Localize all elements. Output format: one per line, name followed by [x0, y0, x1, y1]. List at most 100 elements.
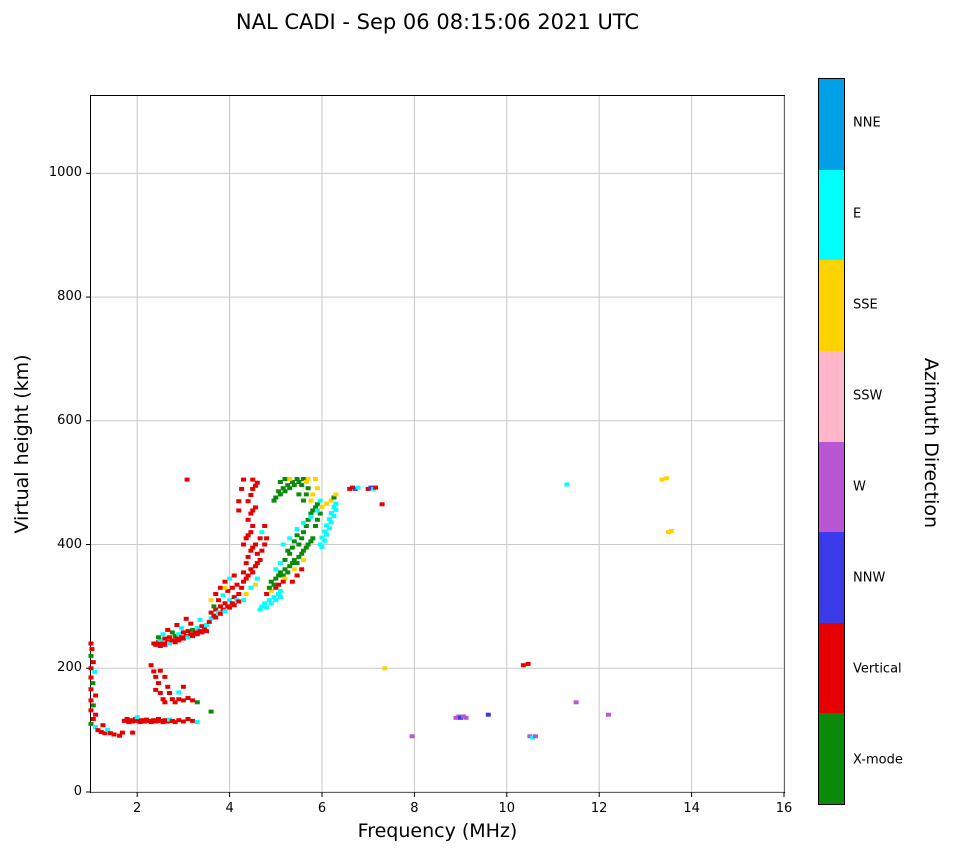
- scatter-point: [180, 636, 186, 641]
- scatter-point: [373, 485, 379, 490]
- y-tick-label: 200: [57, 660, 82, 676]
- scatter-point: [294, 533, 300, 538]
- scatter-point: [241, 542, 246, 547]
- scatter-point: [319, 504, 325, 509]
- scatter-point: [291, 539, 297, 544]
- scatter-point: [253, 564, 258, 569]
- scatter-point: [287, 551, 293, 556]
- scatter-point: [458, 715, 464, 720]
- scatter-point: [250, 545, 256, 550]
- scatter-point: [331, 495, 337, 500]
- scatter-point: [236, 508, 242, 513]
- y-tick-label: 1000: [48, 165, 82, 181]
- scatter-point: [176, 632, 182, 637]
- scatter-point: [148, 663, 154, 668]
- scatter-point: [328, 498, 334, 503]
- x-tick-label: 16: [775, 801, 793, 816]
- scatter-point: [317, 542, 323, 547]
- scatter-point: [268, 588, 274, 593]
- scatter-point: [605, 712, 611, 717]
- colorbar-tick-label: SSE: [853, 297, 878, 313]
- scatter-point: [217, 585, 223, 590]
- scatter-point: [254, 561, 260, 566]
- scatter-point: [277, 480, 283, 484]
- scatter-point: [350, 485, 355, 490]
- scatter-point: [250, 477, 256, 482]
- scatter-point: [303, 492, 309, 497]
- scatter-point: [176, 718, 182, 723]
- scatter-point: [167, 635, 172, 640]
- scatter-point: [319, 545, 325, 549]
- scatter-point: [199, 630, 205, 635]
- scatter-point: [216, 598, 221, 603]
- scatter-point: [308, 511, 314, 516]
- colorbar-tick-label: E: [853, 206, 862, 222]
- scatter-point: [257, 607, 263, 612]
- scatter-point: [185, 696, 191, 700]
- scatter-point: [88, 721, 94, 726]
- colorbar-axis-label: Azimuth Direction: [920, 357, 942, 529]
- scatter-point: [305, 542, 311, 547]
- scatter-point: [324, 501, 330, 506]
- scatter-point: [250, 486, 256, 491]
- scatter-point: [262, 601, 268, 606]
- scatter-point: [264, 536, 270, 541]
- scatter-point: [355, 485, 361, 490]
- scatter-point: [296, 492, 302, 497]
- scatter-point: [532, 734, 538, 739]
- scatter-point: [291, 483, 297, 488]
- y-tick-label: 600: [57, 412, 82, 428]
- scatter-point: [280, 573, 286, 578]
- scatter-point: [197, 618, 203, 622]
- colorbar-segment-x-mode: [819, 713, 844, 804]
- scatter-point: [248, 511, 254, 516]
- scatter-point: [184, 477, 190, 482]
- scatter-point: [213, 592, 219, 596]
- scatter-point: [194, 700, 200, 705]
- scatter-point: [273, 598, 279, 603]
- scatter-point: [180, 630, 186, 635]
- scatter-point: [277, 492, 283, 497]
- scatter-canvas: [86, 96, 785, 797]
- y-tick-label: 800: [57, 289, 82, 305]
- scatter-point: [463, 715, 469, 720]
- scatter-point: [88, 708, 94, 713]
- scatter-point: [525, 661, 531, 666]
- colorbar-tick-label: NNE: [853, 115, 881, 131]
- scatter-point: [211, 604, 217, 609]
- scatter-point: [213, 607, 219, 612]
- scatter-point: [95, 728, 101, 733]
- scatter-point: [296, 480, 302, 484]
- scatter-point: [222, 609, 228, 614]
- scatter-point: [280, 486, 286, 491]
- scatter-point: [236, 592, 242, 596]
- scatter-point: [294, 561, 300, 566]
- scatter-point: [310, 508, 316, 513]
- scatter-point: [139, 718, 145, 723]
- scatter-point: [326, 517, 332, 522]
- scatter-point: [282, 477, 288, 481]
- colorbar-segment-vertical: [819, 622, 844, 714]
- scatter-point: [156, 635, 161, 640]
- scatter-point: [365, 486, 371, 491]
- scatter-point: [250, 508, 256, 513]
- scatter-point: [264, 592, 270, 596]
- scatter-point: [88, 666, 94, 671]
- scatter-point: [322, 538, 328, 543]
- scatter-point: [172, 720, 178, 725]
- scatter-point: [277, 595, 283, 600]
- scatter-point: [250, 570, 256, 575]
- scatter-point: [301, 477, 306, 481]
- scatter-point: [259, 530, 265, 535]
- scatter-point: [314, 486, 320, 491]
- scatter-point: [248, 567, 254, 572]
- colorbar-segment-e: [819, 169, 844, 261]
- scatter-point: [409, 734, 415, 739]
- scatter-point: [165, 684, 171, 689]
- colorbar-tick-label: W: [853, 479, 866, 495]
- scatter-point: [273, 576, 279, 581]
- scatter-point: [143, 717, 149, 722]
- scatter-point: [90, 660, 96, 665]
- scatter-point: [241, 570, 246, 575]
- scatter-point: [264, 605, 270, 610]
